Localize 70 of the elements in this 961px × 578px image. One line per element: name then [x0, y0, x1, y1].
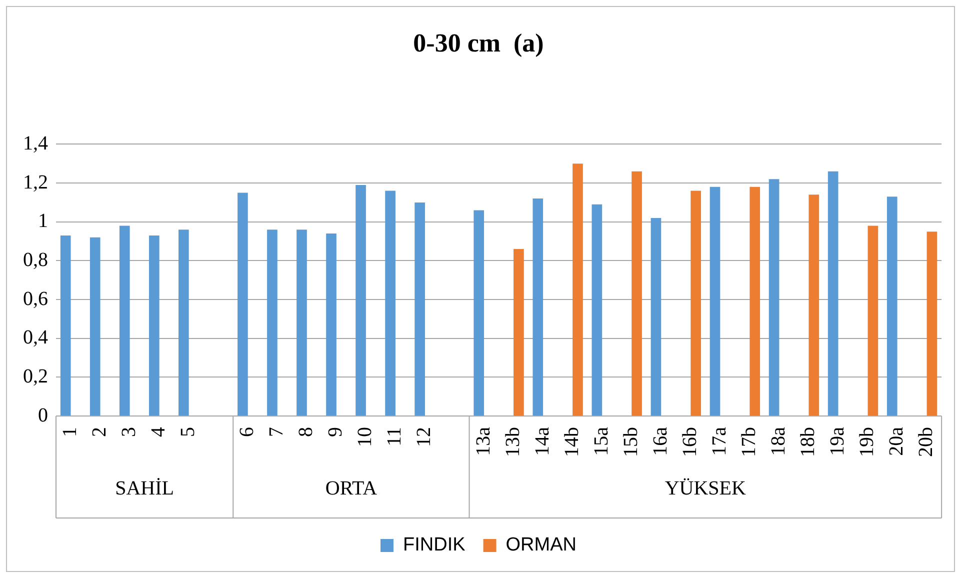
- bar: [926, 232, 938, 416]
- bar: [750, 186, 760, 416]
- x-tick-label: 20b: [915, 427, 938, 457]
- x-tick-label: 15b: [620, 427, 642, 457]
- text: YÜKSEK: [664, 477, 747, 500]
- bar: [385, 190, 396, 416]
- bar: [632, 171, 642, 416]
- y-tick-label: 0,2: [23, 365, 48, 388]
- bar: [60, 235, 71, 416]
- x-tick-label: 6: [236, 427, 258, 437]
- x-tick-label: 20a: [886, 426, 908, 456]
- bar: [119, 226, 130, 416]
- x-tick-label: 19a: [826, 426, 848, 456]
- x-tick-label: 10: [354, 427, 376, 447]
- bar: [296, 230, 307, 416]
- bar: [514, 249, 524, 416]
- x-tick-label: 9: [324, 427, 347, 437]
- bar: [828, 171, 838, 416]
- bar: [886, 196, 898, 416]
- bar: [414, 202, 425, 416]
- x-tick-label: 16a: [649, 426, 672, 456]
- text: ORTA: [325, 477, 378, 500]
- x-tick-label: 15a: [590, 426, 612, 456]
- x-tick-label: 1: [59, 427, 82, 437]
- x-tick-label: 16b: [678, 427, 701, 457]
- x-tick-label: 2: [88, 427, 111, 437]
- bar: [592, 204, 602, 416]
- bar: [148, 235, 160, 416]
- bar: [238, 192, 248, 416]
- x-tick-label: 7: [266, 427, 288, 437]
- bar: [90, 237, 100, 416]
- bar: [710, 186, 720, 416]
- x-tick-label: 5: [177, 427, 200, 437]
- x-tick-label: 14a: [531, 426, 554, 456]
- x-tick-label: 13a: [472, 426, 494, 456]
- bar: [178, 230, 189, 416]
- bar: [768, 179, 780, 416]
- x-tick-label: 14b: [560, 427, 583, 457]
- legend-label: FINDIK: [403, 534, 466, 556]
- y-tick-label: 0: [38, 404, 48, 426]
- x-tick-label: 13b: [502, 427, 524, 457]
- x-tick-label: 3: [118, 427, 140, 437]
- x-tick-label: 11: [384, 427, 406, 446]
- bar: [474, 210, 484, 416]
- y-tick-label: 0,8: [23, 248, 48, 271]
- bar: [532, 198, 544, 416]
- x-tick-label: 17a: [708, 426, 730, 456]
- legend-label: ORMAN: [506, 534, 577, 556]
- bar: [572, 164, 583, 416]
- text: SAHİL: [115, 477, 174, 500]
- y-tick-label: 0,6: [23, 288, 48, 310]
- y-tick-label: 1: [38, 210, 48, 232]
- y-tick-label: 0,4: [23, 326, 48, 349]
- bar: [868, 226, 878, 416]
- bar: [356, 184, 366, 416]
- bar: [326, 234, 336, 416]
- x-tick-label: 19b: [856, 427, 878, 457]
- bar: [808, 194, 820, 416]
- chart-title: 0-30 cm (a): [413, 28, 544, 58]
- x-tick-label: 12: [413, 427, 436, 447]
- bar: [650, 218, 662, 416]
- x-tick-label: 18a: [767, 426, 790, 456]
- bar: [267, 230, 278, 416]
- x-tick-label: 17b: [738, 427, 760, 457]
- x-tick-label: 8: [295, 427, 318, 437]
- y-tick-label: 1,4: [23, 132, 48, 154]
- x-tick-label: 4: [148, 427, 170, 437]
- y-tick-label: 1,2: [23, 171, 48, 194]
- bar: [690, 190, 701, 416]
- x-tick-label: 18b: [796, 427, 819, 457]
